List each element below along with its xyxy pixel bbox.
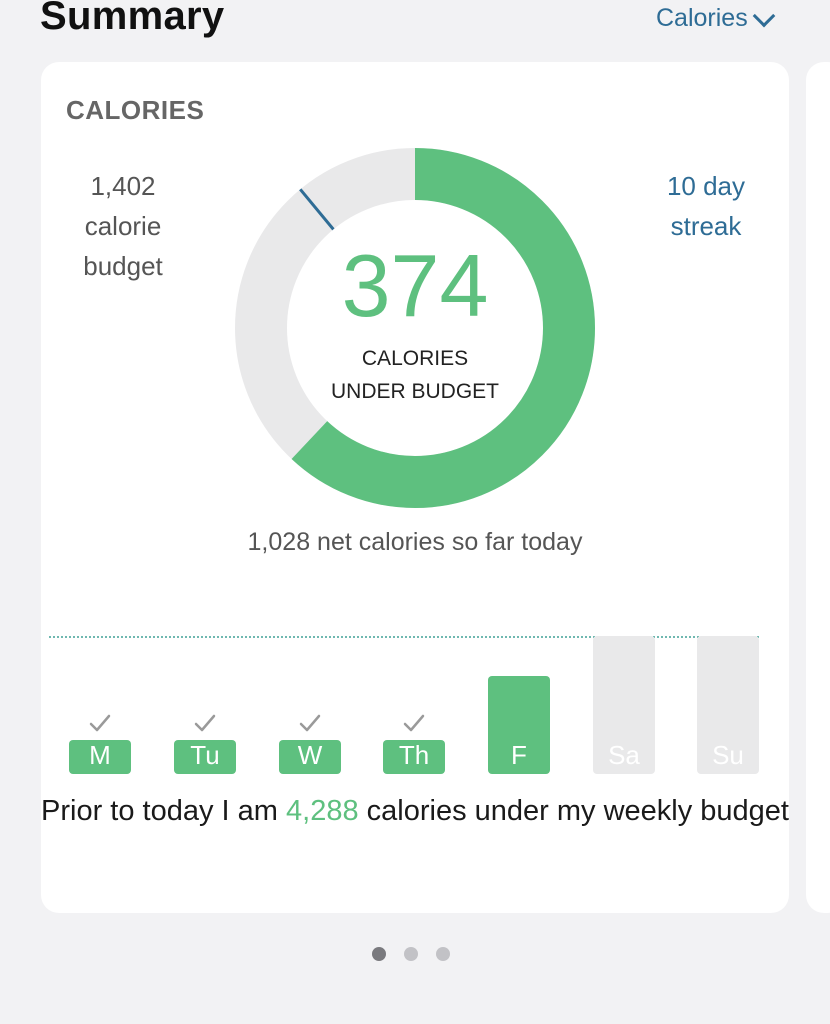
metric-selector-label: Calories [656,4,748,32]
page-dot[interactable] [404,947,418,961]
page-title: Summary [40,0,225,38]
day-bar-su[interactable]: Su [697,636,759,774]
calorie-donut-chart [235,148,595,508]
chevron-down-icon [752,4,776,27]
net-calories-text: 1,028 net calories so far today [247,528,583,556]
budget-dotted-line [49,636,759,638]
streak-link[interactable]: 10 day streak [631,166,781,246]
budget-value: 1,402 [90,171,156,201]
summary-prefix: Prior to today I am [41,795,287,827]
budget-label-line2: budget [83,251,163,281]
calories-card[interactable]: CALORIES 1,402 calorie budget 10 day str… [41,62,789,913]
streak-line1: 10 day [666,171,746,201]
checkmark-icon [89,714,111,732]
caption-line1: CALORIES [361,347,469,370]
weekly-bar-chart: M Tu W Th F Sa Su [41,602,789,782]
page-dot[interactable] [372,947,386,961]
page-indicator [372,947,450,961]
checkmark-icon [194,714,216,732]
day-label: Sa [608,740,640,770]
day-bar-m[interactable]: M [69,740,131,774]
donut-progress [235,148,595,508]
day-label: Su [712,740,744,770]
card-label: CALORIES [66,95,205,125]
budget-label-line1: calorie [84,211,162,241]
day-label: M [89,740,111,770]
calories-under-budget-caption: CALORIES UNDER BUDGET [233,342,597,408]
metric-selector[interactable]: Calories [656,4,776,33]
day-bar-sa[interactable]: Sa [593,636,655,774]
day-bar-tu[interactable]: Tu [174,740,236,774]
calorie-budget: 1,402 calorie budget [51,166,195,286]
summary-suffix: calories under my weekly budget [358,795,789,827]
checkmark-icon [299,714,321,732]
day-label: W [297,740,323,770]
day-label: Th [398,740,430,770]
page-dot[interactable] [436,947,450,961]
day-label: F [511,740,527,770]
day-label: Tu [190,740,220,770]
summary-amount: 4,288 [286,795,359,827]
calories-under-budget-value: 374 [341,236,489,335]
streak-line2: streak [670,211,742,241]
budget-marker [299,188,335,231]
next-card-peek[interactable] [806,62,830,913]
day-bar-th[interactable]: Th [383,740,445,774]
caption-line2: UNDER BUDGET [330,380,499,403]
weekly-summary: Prior to today I am 4,288 calories under… [41,788,789,834]
checkmark-icon [403,714,425,732]
day-bar-f[interactable]: F [488,676,550,774]
day-bar-w[interactable]: W [279,740,341,774]
